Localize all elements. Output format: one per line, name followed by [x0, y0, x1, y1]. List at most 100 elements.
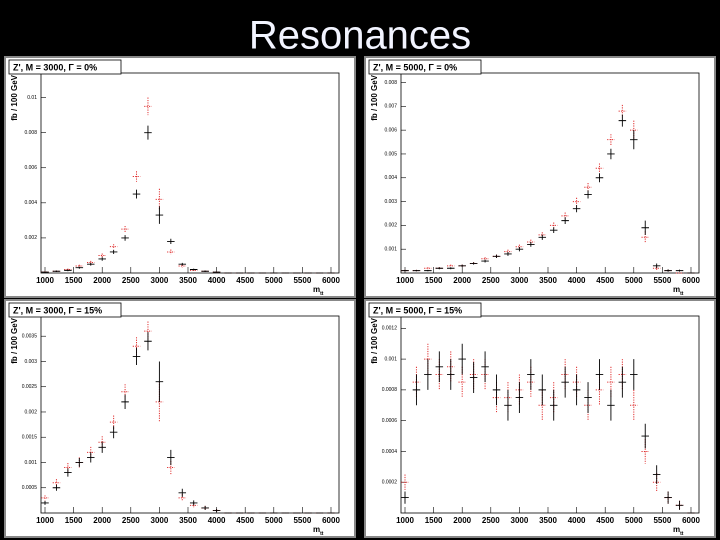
data-point: [52, 484, 61, 491]
y-tick-label: 0.0004: [382, 449, 398, 455]
data-point: [458, 343, 466, 375]
x-tick-label: 5000: [625, 276, 643, 285]
data-point: [401, 269, 409, 272]
data-point: [549, 227, 558, 233]
x-tick-label: 2000: [93, 516, 111, 525]
data-point: [572, 374, 581, 406]
title-box: [8, 59, 122, 75]
x-label-sub: tt: [680, 531, 684, 537]
y-tick-label: 0.005: [384, 151, 397, 157]
data-point: [109, 249, 118, 255]
plot-frame: [400, 315, 700, 514]
data-point: [538, 374, 547, 406]
x-tick-label: 4500: [596, 276, 614, 285]
data-point: [98, 253, 106, 258]
data-point: [515, 382, 524, 413]
x-axis-label: mtt: [313, 285, 324, 297]
x-tick-label: 1500: [65, 516, 83, 525]
y-tick-label: 0.002: [24, 409, 37, 415]
x-tick-label: 4500: [596, 516, 614, 525]
data-point: [41, 500, 49, 505]
data-point: [630, 130, 638, 150]
x-tick-label: 4000: [568, 516, 586, 525]
panel-background: [4, 299, 356, 538]
x-tick-label: 5000: [265, 276, 283, 285]
y-tick-label: 0.003: [24, 359, 37, 365]
data-point: [607, 366, 615, 398]
data-point: [652, 465, 661, 484]
data-point: [618, 366, 627, 398]
panel-title: Z', M = 3000, Γ = 0%: [13, 62, 97, 72]
data-point: [401, 474, 409, 490]
slide-title: Resonances: [249, 14, 471, 58]
y-tick-label: 0.001: [24, 460, 37, 466]
data-point: [132, 171, 141, 182]
x-tick-label: 3500: [179, 276, 197, 285]
data-point: [424, 359, 432, 390]
x-tick-label: 1500: [425, 276, 443, 285]
x-tick-label: 4500: [236, 516, 254, 525]
data-point: [435, 267, 444, 270]
y-tick-label: 0.004: [384, 175, 397, 181]
data-point: [41, 495, 49, 501]
data-point: [630, 359, 638, 390]
y-tick-label: 0.002: [384, 223, 397, 229]
x-tick-label: 4000: [568, 276, 586, 285]
panel-title: Z', M = 3000, Γ = 15%: [13, 305, 102, 315]
panel-title: Z', M = 5000, Γ = 0%: [373, 62, 457, 72]
data-point: [201, 270, 209, 272]
y-tick-label: 0.004: [24, 200, 37, 206]
y-tick-label: 0.006: [384, 127, 397, 133]
data-point: [109, 426, 118, 439]
y-tick-label: 0.006: [24, 165, 37, 171]
data-point: [144, 97, 152, 116]
data-point: [481, 259, 489, 263]
x-tick-label: 6000: [682, 516, 700, 525]
x-tick-label: 1000: [36, 276, 54, 285]
x-axis-label: mtt: [313, 525, 324, 537]
data-point: [561, 366, 569, 398]
data-point: [538, 234, 547, 240]
y-tick-label: 0.0008: [382, 387, 398, 393]
data-point: [492, 254, 501, 258]
y-axis-label: fb / 100 GeV: [10, 74, 19, 120]
data-point: [595, 359, 604, 390]
data-point: [144, 321, 152, 341]
data-point: [584, 382, 592, 413]
y-tick-label: 0.0015: [22, 435, 38, 441]
y-tick-label: 0.002: [24, 235, 37, 241]
y-tick-label: 0.0005: [22, 485, 38, 491]
data-point: [155, 206, 164, 224]
panel-background: [4, 56, 356, 298]
data-point: [189, 268, 198, 271]
data-point: [98, 441, 106, 453]
data-point: [167, 249, 175, 255]
data-point: [447, 359, 455, 390]
x-axis-label: mtt: [673, 525, 684, 537]
x-tick-label: 6000: [322, 276, 340, 285]
data-point: [212, 271, 221, 273]
chart-panel: Z', M = 5000, Γ = 0% fb / 100 GeV mtt 0.001…: [364, 56, 716, 298]
x-axis-label: mtt: [673, 285, 684, 297]
data-point: [155, 361, 164, 402]
data-point: [675, 500, 684, 510]
data-point: [155, 381, 164, 423]
y-tick-label: 0.0002: [382, 480, 398, 486]
x-label-sub: tt: [320, 291, 324, 297]
data-point: [549, 389, 558, 421]
data-point: [664, 269, 672, 272]
data-point: [527, 239, 535, 245]
data-point: [98, 257, 106, 261]
chart-panel: Z', M = 3000, Γ = 0% fb / 100 GeV mtt 0.002…: [4, 56, 356, 298]
data-point: [675, 269, 684, 272]
data-point: [527, 359, 535, 390]
data-point: [481, 257, 489, 261]
panel-title: Z', M = 5000, Γ = 15%: [373, 305, 462, 315]
y-tick-label: 0.0025: [22, 384, 38, 390]
data-point: [121, 235, 129, 241]
data-point: [504, 389, 512, 421]
x-label-main: m: [673, 285, 680, 294]
chart-panel: Z', M = 5000, Γ = 15% fb / 100 GeV mtt 0.00…: [364, 299, 716, 538]
data-point: [607, 389, 615, 421]
